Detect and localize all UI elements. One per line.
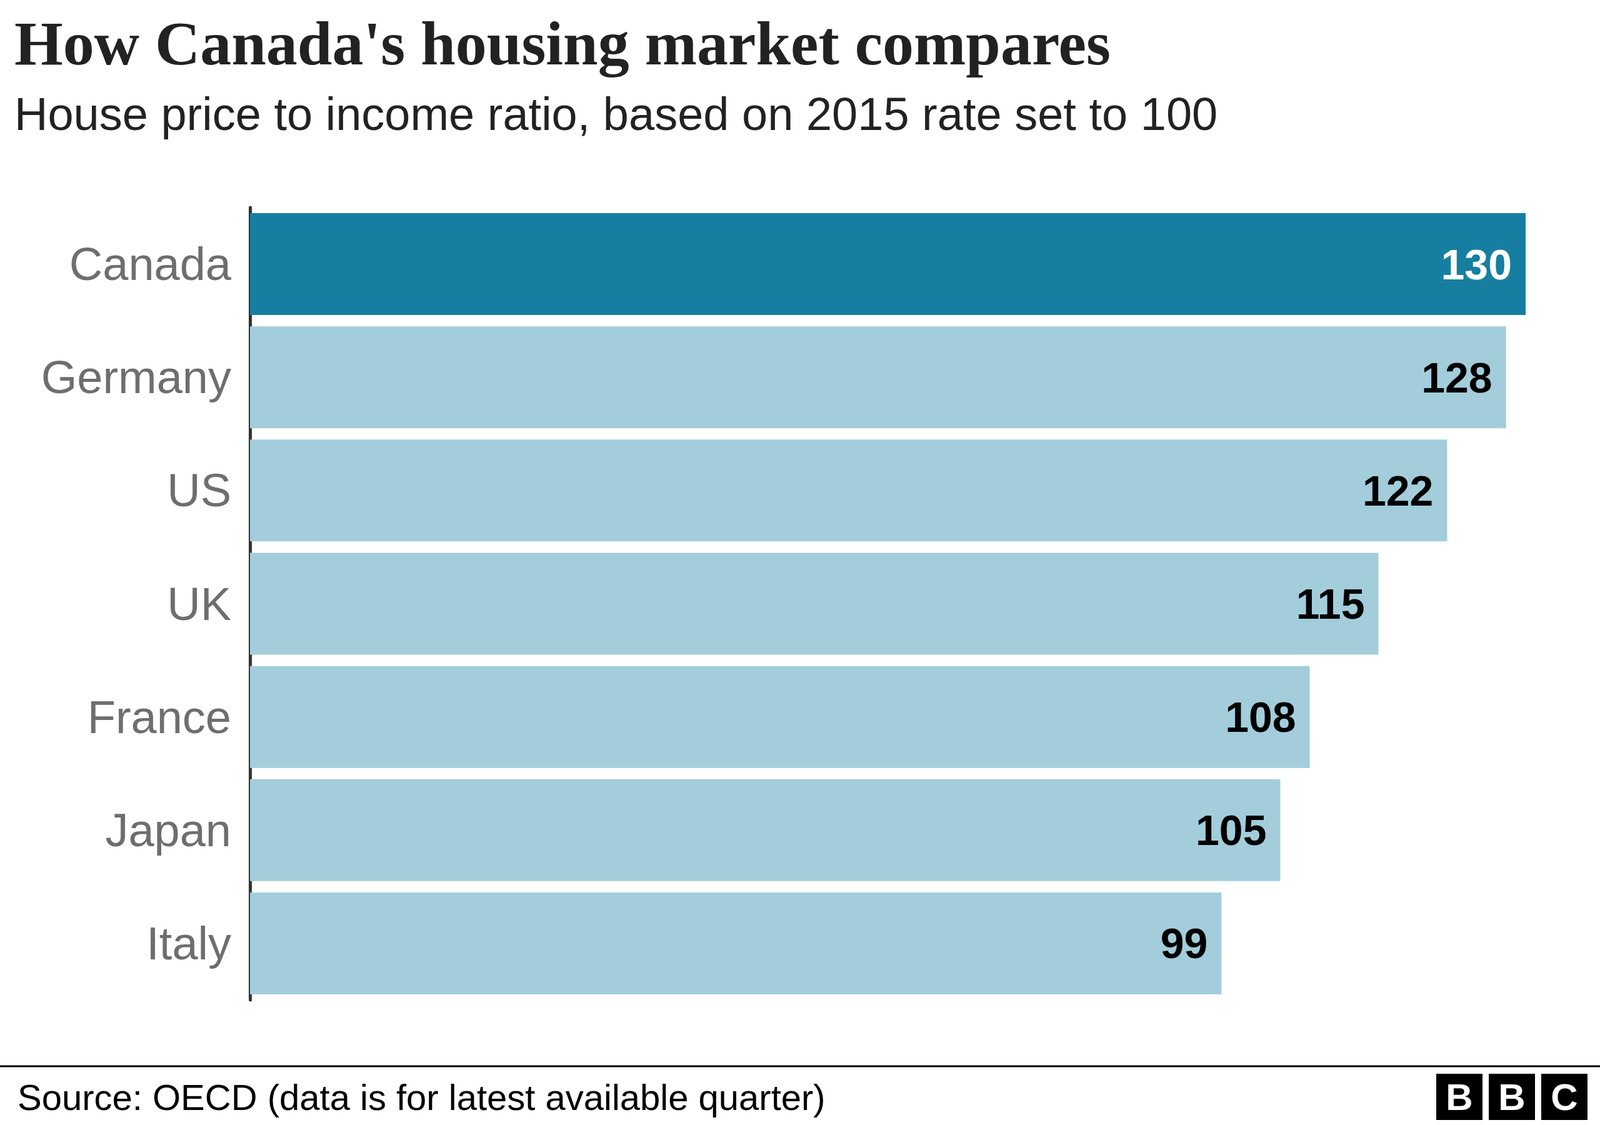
svg-text:How Canada's housing market co: How Canada's housing market compares	[14, 8, 1111, 79]
svg-text:130: 130	[1441, 240, 1512, 289]
svg-text:105: 105	[1195, 806, 1267, 854]
svg-text:Source: OECD (data is for late: Source: OECD (data is for latest availab…	[17, 1076, 826, 1118]
svg-text:115: 115	[1296, 580, 1365, 628]
svg-text:C: C	[1550, 1076, 1578, 1119]
svg-text:Germany: Germany	[41, 351, 232, 404]
svg-text:B: B	[1445, 1076, 1473, 1119]
svg-text:US: US	[166, 464, 232, 517]
svg-text:France: France	[87, 691, 232, 744]
svg-text:Italy: Italy	[146, 917, 232, 970]
svg-text:Canada: Canada	[69, 238, 232, 290]
svg-text:B: B	[1498, 1076, 1525, 1119]
svg-text:UK: UK	[166, 578, 232, 630]
svg-text:House price to income ratio, b: House price to income ratio, based on 20…	[14, 88, 1218, 140]
svg-text:Japan: Japan	[105, 804, 232, 857]
svg-text:99: 99	[1160, 919, 1209, 967]
svg-text:128: 128	[1421, 353, 1492, 402]
svg-text:122: 122	[1362, 466, 1434, 515]
svg-text:108: 108	[1225, 693, 1296, 741]
